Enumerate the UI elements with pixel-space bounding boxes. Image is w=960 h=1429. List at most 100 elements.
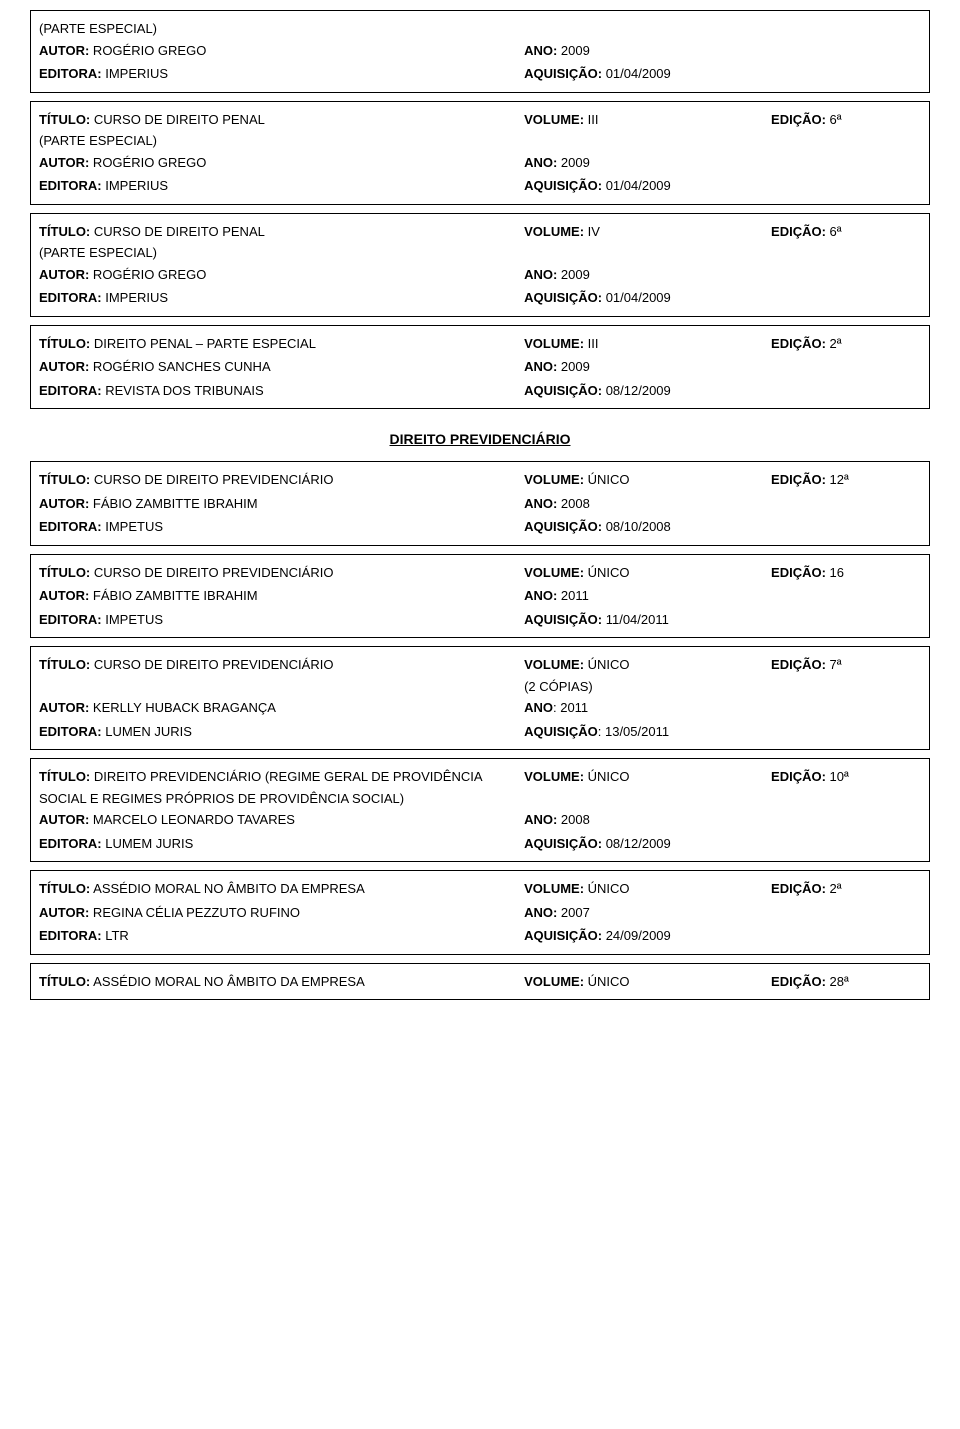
entry-left: AUTOR: MARCELO LEONARDO TAVARES — [39, 810, 524, 830]
entry-right — [771, 381, 921, 401]
entry-right: EDIÇÃO: 2ª — [771, 879, 921, 899]
entry-left: TÍTULO: DIREITO PREVIDENCIÁRIO (REGIME G… — [39, 767, 524, 787]
entry-right: EDIÇÃO: 2ª — [771, 334, 921, 354]
entry-mid: (2 CÓPIAS) — [524, 677, 771, 697]
book-entry: TÍTULO: DIREITO PREVIDENCIÁRIO (REGIME G… — [30, 758, 930, 862]
entry-row: AUTOR: KERLLY HUBACK BRAGANÇAANO: 2011 — [39, 698, 921, 718]
entry-mid: ANO: 2009 — [524, 357, 771, 377]
entry-mid: AQUISIÇÃO: 08/12/2009 — [524, 381, 771, 401]
entry-right: EDIÇÃO: 6ª — [771, 110, 921, 130]
entry-mid: ANO: 2008 — [524, 810, 771, 830]
entry-right — [771, 698, 921, 718]
entry-left: EDITORA: IMPETUS — [39, 517, 524, 537]
entry-left: TÍTULO: CURSO DE DIREITO PENAL — [39, 110, 524, 130]
entry-row: TÍTULO: CURSO DE DIREITO PENALVOLUME: IV… — [39, 222, 921, 242]
entry-mid: ANO: 2011 — [524, 698, 771, 718]
entry-left: EDITORA: IMPERIUS — [39, 64, 524, 84]
entry-right — [771, 789, 921, 809]
book-entry: TÍTULO: CURSO DE DIREITO PREVIDENCIÁRIOV… — [30, 554, 930, 639]
entry-row: TÍTULO: DIREITO PREVIDENCIÁRIO (REGIME G… — [39, 767, 921, 787]
entry-row: EDITORA: IMPETUSAQUISIÇÃO: 11/04/2011 — [39, 610, 921, 630]
entry-mid: AQUISIÇÃO: 01/04/2009 — [524, 176, 771, 196]
entry-mid: VOLUME: ÚNICO — [524, 563, 771, 583]
entry-row: TÍTULO: ASSÉDIO MORAL NO ÂMBITO DA EMPRE… — [39, 879, 921, 899]
entry-mid: ANO: 2011 — [524, 586, 771, 606]
entry-mid — [524, 789, 771, 809]
entry-row: TÍTULO: CURSO DE DIREITO PREVIDENCIÁRIOV… — [39, 470, 921, 490]
entry-row: TÍTULO: CURSO DE DIREITO PENALVOLUME: II… — [39, 110, 921, 130]
entry-right: EDIÇÃO: 16 — [771, 563, 921, 583]
book-entry: TÍTULO: CURSO DE DIREITO PENALVOLUME: IV… — [30, 213, 930, 317]
entry-left: AUTOR: FÁBIO ZAMBITTE IBRAHIM — [39, 494, 524, 514]
entry-mid: AQUISIÇÃO: 08/12/2009 — [524, 834, 771, 854]
entry-row: TÍTULO: CURSO DE DIREITO PREVIDENCIÁRIOV… — [39, 563, 921, 583]
entry-mid: VOLUME: ÚNICO — [524, 655, 771, 675]
entry-left: EDITORA: IMPETUS — [39, 610, 524, 630]
entry-left: TÍTULO: CURSO DE DIREITO PREVIDENCIÁRIO — [39, 470, 524, 490]
entry-mid: ANO: 2007 — [524, 903, 771, 923]
entry-right — [771, 176, 921, 196]
entry-row: EDITORA: REVISTA DOS TRIBUNAISAQUISIÇÃO:… — [39, 381, 921, 401]
entry-right — [771, 64, 921, 84]
entry-row: AUTOR: ROGÉRIO GREGOANO: 2009 — [39, 153, 921, 173]
entry-left: EDITORA: REVISTA DOS TRIBUNAIS — [39, 381, 524, 401]
entry-left: AUTOR: ROGÉRIO GREGO — [39, 41, 524, 61]
entry-mid: AQUISIÇÃO: 11/04/2011 — [524, 610, 771, 630]
entry-right — [771, 243, 921, 263]
entry-left: EDITORA: LUMEM JURIS — [39, 834, 524, 854]
entry-left: AUTOR: FÁBIO ZAMBITTE IBRAHIM — [39, 586, 524, 606]
entry-row: TÍTULO: CURSO DE DIREITO PREVIDENCIÁRIOV… — [39, 655, 921, 675]
entry-left: TÍTULO: CURSO DE DIREITO PREVIDENCIÁRIO — [39, 563, 524, 583]
entry-row: EDITORA: IMPETUSAQUISIÇÃO: 08/10/2008 — [39, 517, 921, 537]
entry-row: AUTOR: MARCELO LEONARDO TAVARESANO: 2008 — [39, 810, 921, 830]
entry-row: SOCIAL E REGIMES PRÓPRIOS DE PROVIDÊNCIA… — [39, 789, 921, 809]
entry-row: TÍTULO: DIREITO PENAL – PARTE ESPECIALVO… — [39, 334, 921, 354]
entry-left: TÍTULO: CURSO DE DIREITO PREVIDENCIÁRIO — [39, 655, 524, 675]
entry-row: AUTOR: ROGÉRIO GREGOANO: 2009 — [39, 41, 921, 61]
entry-row: (PARTE ESPECIAL) — [39, 243, 921, 263]
entry-mid: AQUISIÇÃO: 01/04/2009 — [524, 64, 771, 84]
entry-row: EDITORA: LTRAQUISIÇÃO: 24/09/2009 — [39, 926, 921, 946]
entry-left: (PARTE ESPECIAL) — [39, 19, 524, 39]
entry-mid: VOLUME: ÚNICO — [524, 767, 771, 787]
entry-left: EDITORA: IMPERIUS — [39, 288, 524, 308]
entry-left: TÍTULO: ASSÉDIO MORAL NO ÂMBITO DA EMPRE… — [39, 972, 524, 992]
entry-right — [771, 810, 921, 830]
entry-right — [771, 586, 921, 606]
entry-left: (PARTE ESPECIAL) — [39, 131, 524, 151]
entry-row: (2 CÓPIAS) — [39, 677, 921, 697]
book-entry: TÍTULO: CURSO DE DIREITO PREVIDENCIÁRIOV… — [30, 461, 930, 546]
entry-left — [39, 677, 524, 697]
entry-right — [771, 494, 921, 514]
book-entry: TÍTULO: ASSÉDIO MORAL NO ÂMBITO DA EMPRE… — [30, 870, 930, 955]
entry-row: AUTOR: ROGÉRIO GREGOANO: 2009 — [39, 265, 921, 285]
entry-row: AUTOR: FÁBIO ZAMBITTE IBRAHIMANO: 2011 — [39, 586, 921, 606]
entry-left: EDITORA: LTR — [39, 926, 524, 946]
entry-left: SOCIAL E REGIMES PRÓPRIOS DE PROVIDÊNCIA… — [39, 789, 524, 809]
entry-mid: ANO: 2009 — [524, 265, 771, 285]
book-entry: TÍTULO: CURSO DE DIREITO PREVIDENCIÁRIOV… — [30, 646, 930, 750]
entry-mid — [524, 243, 771, 263]
entry-left: AUTOR: REGINA CÉLIA PEZZUTO RUFINO — [39, 903, 524, 923]
entry-row: AUTOR: REGINA CÉLIA PEZZUTO RUFINOANO: 2… — [39, 903, 921, 923]
entry-row: (PARTE ESPECIAL) — [39, 19, 921, 39]
entry-row: EDITORA: LUMEN JURISAQUISIÇÃO: 13/05/201… — [39, 722, 921, 742]
entry-mid: ANO: 2008 — [524, 494, 771, 514]
section-heading-previdenciario: DIREITO PREVIDENCIÁRIO — [30, 431, 930, 447]
entry-mid: AQUISIÇÃO: 24/09/2009 — [524, 926, 771, 946]
entry-right — [771, 288, 921, 308]
book-entry: TÍTULO: DIREITO PENAL – PARTE ESPECIALVO… — [30, 325, 930, 410]
entry-right — [771, 903, 921, 923]
book-entry: TÍTULO: ASSÉDIO MORAL NO ÂMBITO DA EMPRE… — [30, 963, 930, 1001]
entries-block-2: TÍTULO: CURSO DE DIREITO PREVIDENCIÁRIOV… — [30, 461, 930, 1000]
entry-mid: VOLUME: III — [524, 110, 771, 130]
entry-row: EDITORA: IMPERIUSAQUISIÇÃO: 01/04/2009 — [39, 64, 921, 84]
entry-left: AUTOR: ROGÉRIO SANCHES CUNHA — [39, 357, 524, 377]
book-entry: TÍTULO: CURSO DE DIREITO PENALVOLUME: II… — [30, 101, 930, 205]
entry-left: TÍTULO: DIREITO PENAL – PARTE ESPECIAL — [39, 334, 524, 354]
entry-right — [771, 722, 921, 742]
entry-row: AUTOR: FÁBIO ZAMBITTE IBRAHIMANO: 2008 — [39, 494, 921, 514]
entry-right: EDIÇÃO: 10ª — [771, 767, 921, 787]
entry-left: AUTOR: KERLLY HUBACK BRAGANÇA — [39, 698, 524, 718]
entry-right — [771, 153, 921, 173]
